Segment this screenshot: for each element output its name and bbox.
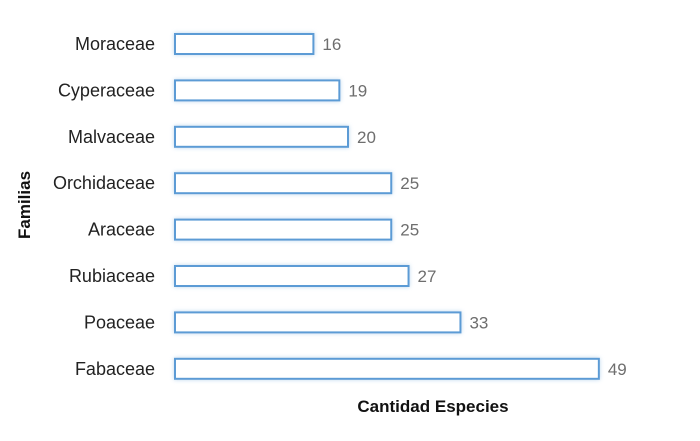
bar-araceae bbox=[174, 218, 393, 241]
category-label-cyperaceae: Cyperaceae bbox=[58, 80, 155, 100]
value-label-orchidaceae: 25 bbox=[400, 174, 419, 193]
category-label-orchidaceae: Orchidaceae bbox=[53, 173, 155, 193]
bar-group-malvaceae: Malvaceae 20 bbox=[68, 125, 376, 148]
value-label-malvaceae: 20 bbox=[357, 128, 376, 147]
bar-malvaceae bbox=[174, 125, 349, 148]
value-label-poaceae: 33 bbox=[469, 313, 488, 332]
bar-group-rubiaceae: Rubiaceae 27 bbox=[69, 265, 437, 287]
category-label-poaceae: Poaceae bbox=[84, 312, 155, 332]
bar-group-moraceae: Moraceae 16 bbox=[75, 33, 341, 55]
bar-cyperaceae bbox=[174, 79, 341, 102]
category-label-araceae: Araceae bbox=[88, 220, 155, 240]
value-label-araceae: 25 bbox=[400, 221, 419, 240]
category-label-rubiaceae: Rubiaceae bbox=[69, 266, 155, 286]
bar-orchidaceae bbox=[174, 172, 393, 195]
y-axis-title: Familias bbox=[15, 171, 34, 239]
bar-moraceae bbox=[174, 33, 315, 55]
value-label-rubiaceae: 27 bbox=[418, 267, 437, 286]
x-axis-title: Cantidad Especies bbox=[357, 397, 508, 416]
value-label-moraceae: 16 bbox=[322, 35, 341, 54]
value-label-cyperaceae: 19 bbox=[348, 81, 367, 100]
bar-poaceae bbox=[174, 311, 462, 334]
category-label-malvaceae: Malvaceae bbox=[68, 127, 155, 147]
bar-group-poaceae: Poaceae 33 bbox=[84, 311, 488, 334]
bar-fabaceae bbox=[174, 357, 600, 380]
bar-rubiaceae bbox=[174, 265, 410, 287]
category-label-moraceae: Moraceae bbox=[75, 34, 155, 54]
category-label-fabaceae: Fabaceae bbox=[75, 359, 155, 379]
bar-group-cyperaceae: Cyperaceae 19 bbox=[58, 79, 367, 102]
bar-group-fabaceae: Fabaceae 49 bbox=[75, 357, 627, 380]
value-label-fabaceae: 49 bbox=[608, 360, 627, 379]
bars-layer: Moraceae 16 Cyperaceae 19 Malvaceae 20 Orchida… bbox=[53, 33, 627, 380]
bar-group-araceae: Araceae 25 bbox=[88, 218, 419, 241]
bar-group-orchidaceae: Orchidaceae 25 bbox=[53, 172, 419, 195]
